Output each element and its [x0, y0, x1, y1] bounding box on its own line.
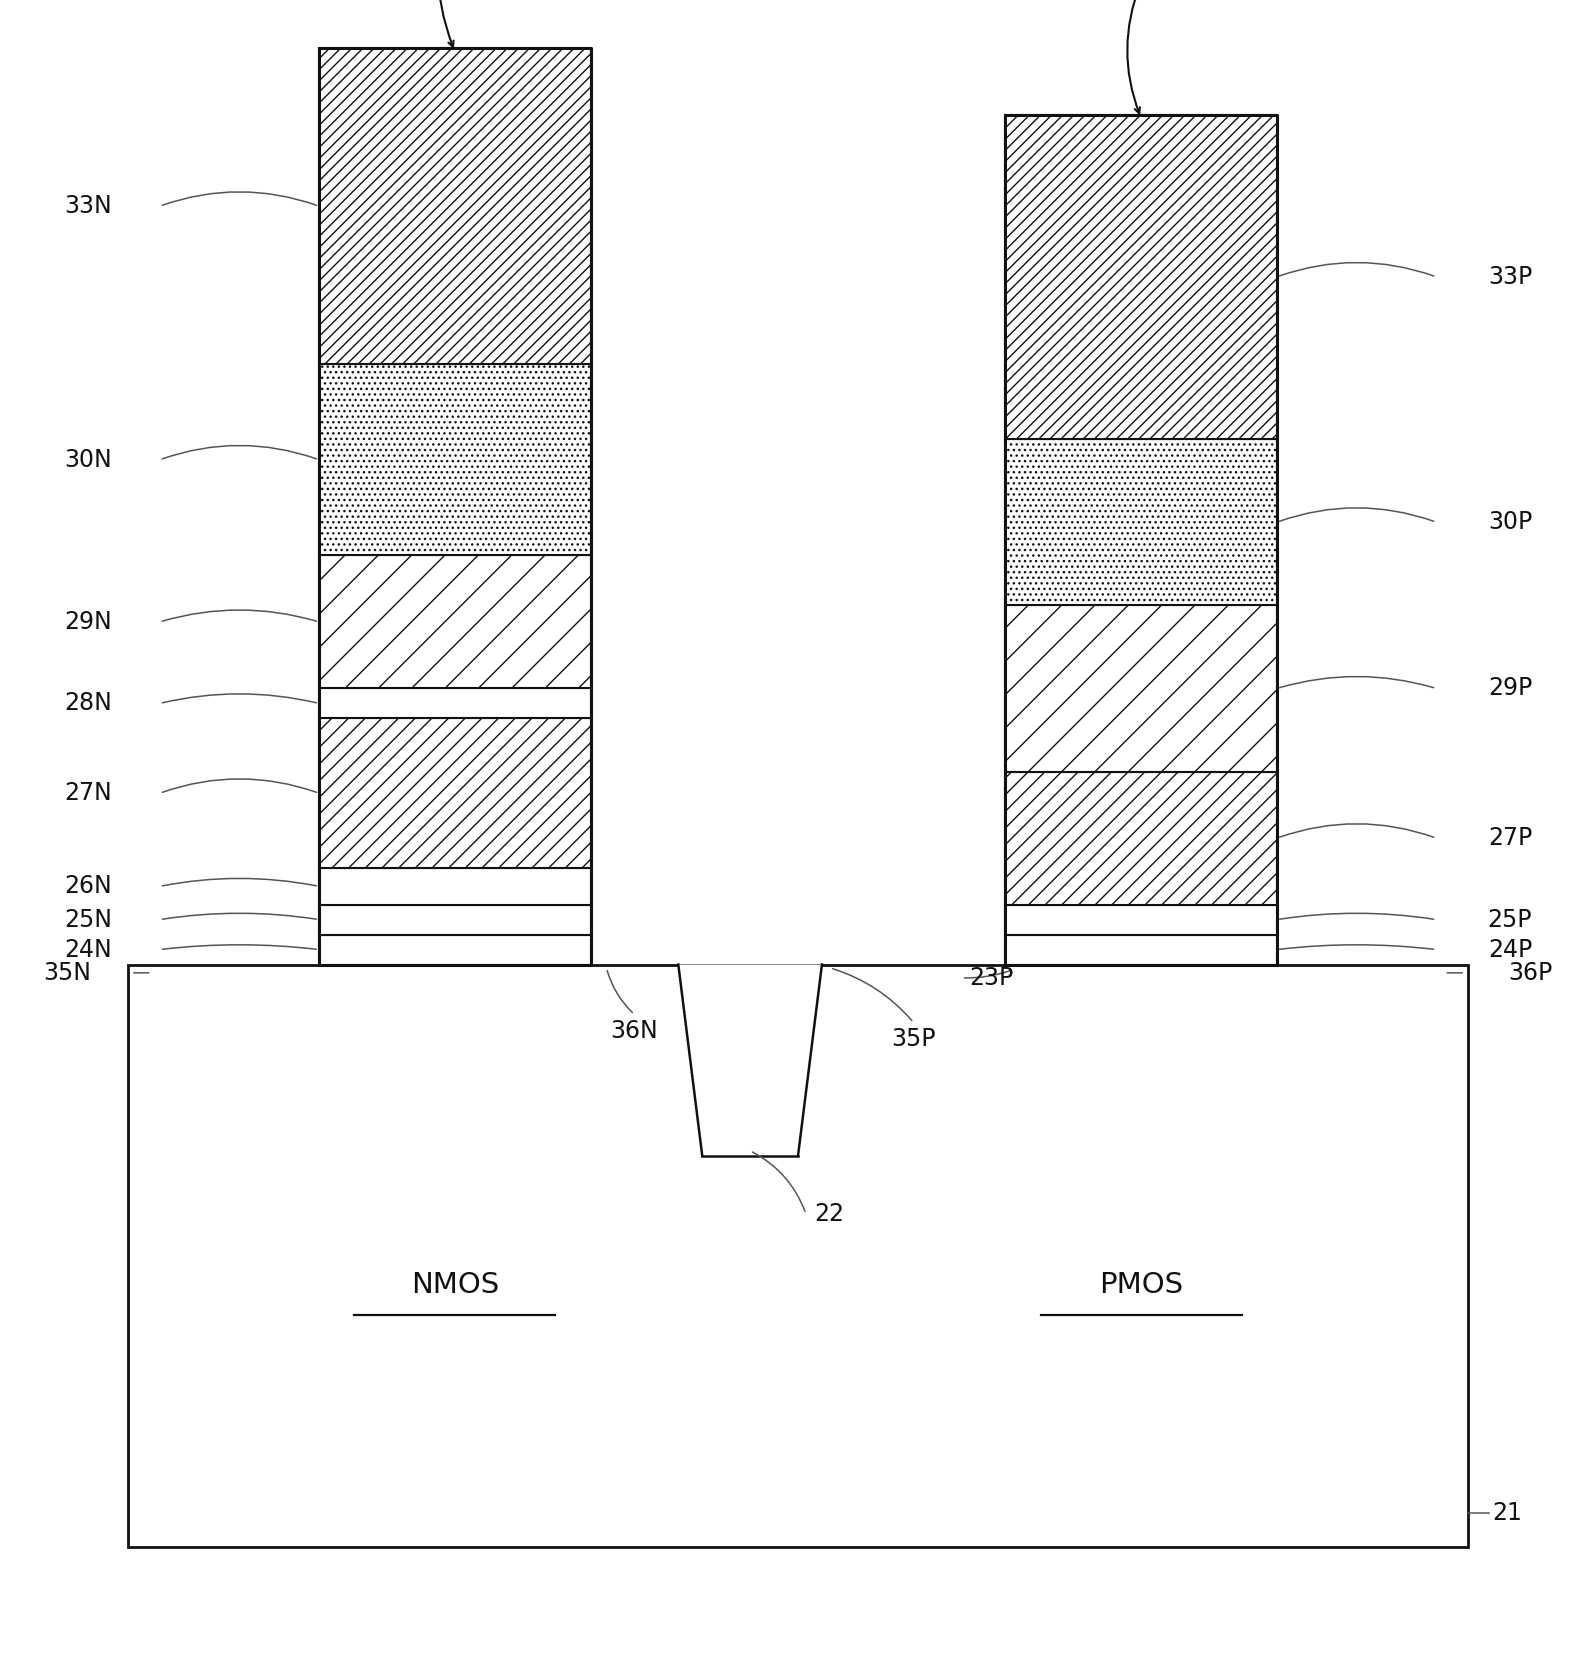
Bar: [1005, 772, 1277, 905]
Text: 26N: 26N: [64, 875, 112, 898]
Bar: [1005, 935, 1277, 965]
Bar: [319, 935, 591, 965]
Bar: [1005, 905, 1277, 935]
Text: 30P: 30P: [1487, 511, 1532, 534]
Text: 33N: 33N: [64, 195, 112, 218]
Text: PMOS: PMOS: [1100, 1271, 1183, 1299]
Text: 21: 21: [1492, 1502, 1523, 1525]
Text: 35N: 35N: [43, 961, 91, 984]
Text: 25P: 25P: [1487, 908, 1532, 931]
Bar: [319, 688, 591, 718]
Text: 25N: 25N: [64, 908, 112, 931]
Bar: [319, 364, 591, 555]
Text: 27N: 27N: [64, 782, 112, 805]
Text: NMOS: NMOS: [410, 1271, 500, 1299]
Bar: [319, 718, 591, 868]
Text: 24N: 24N: [64, 938, 112, 961]
Text: 36P: 36P: [1508, 961, 1553, 984]
Bar: [1005, 115, 1277, 439]
Bar: [1005, 439, 1277, 605]
Text: 35P: 35P: [892, 1028, 935, 1051]
Text: 36N: 36N: [611, 1019, 658, 1043]
Text: 28N: 28N: [64, 692, 112, 715]
Bar: [319, 555, 591, 688]
Text: 29P: 29P: [1487, 677, 1532, 700]
Bar: [319, 868, 591, 905]
Bar: [319, 48, 591, 364]
Polygon shape: [678, 965, 822, 1156]
Text: 23P: 23P: [970, 966, 1013, 989]
Text: 27P: 27P: [1487, 827, 1532, 850]
Bar: [1005, 605, 1277, 772]
Text: 22: 22: [814, 1202, 844, 1226]
Text: 29N: 29N: [64, 610, 112, 634]
Bar: [319, 905, 591, 935]
Text: 30N: 30N: [64, 447, 112, 472]
Text: 33P: 33P: [1487, 264, 1532, 289]
Text: 24P: 24P: [1487, 938, 1532, 961]
Bar: [128, 965, 1468, 1547]
